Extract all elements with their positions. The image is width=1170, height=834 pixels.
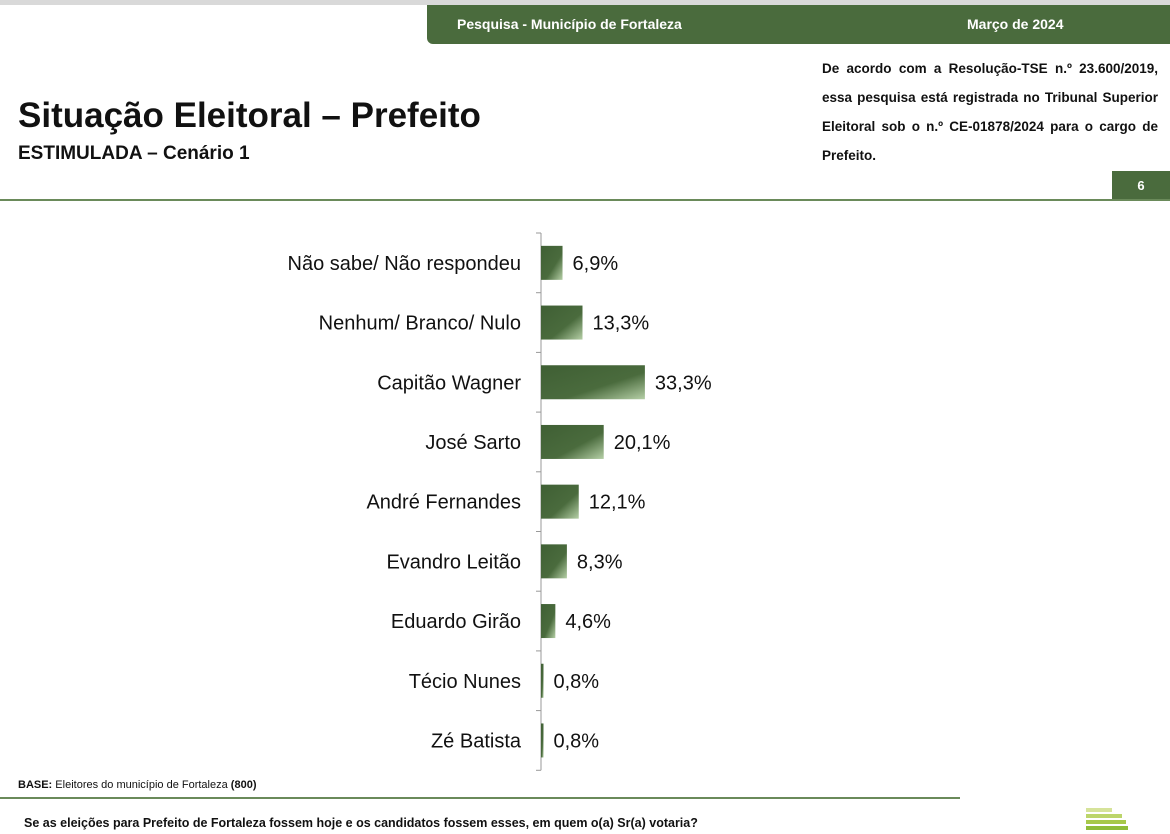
base-note: BASE: Eleitores do município de Fortalez… bbox=[18, 779, 256, 791]
footer-divider bbox=[0, 797, 960, 799]
survey-date: Março de 2024 bbox=[967, 16, 1064, 32]
data-label: 4,6% bbox=[565, 611, 611, 633]
registration-note: De acordo com a Resolução-TSE n.º 23.600… bbox=[822, 61, 1158, 163]
category-label: Não sabe/ Não respondeu bbox=[288, 253, 522, 275]
header-divider bbox=[0, 199, 1170, 201]
data-label: 8,3% bbox=[577, 551, 623, 573]
bar bbox=[541, 484, 579, 519]
data-label: 20,1% bbox=[614, 432, 671, 454]
data-label: 13,3% bbox=[592, 313, 649, 335]
bar bbox=[541, 245, 563, 280]
category-label: Capitão Wagner bbox=[377, 372, 521, 394]
bar bbox=[541, 604, 556, 639]
category-label: Evandro Leitão bbox=[386, 551, 521, 573]
bar bbox=[541, 723, 544, 758]
category-label: Técio Nunes bbox=[409, 671, 521, 693]
data-label: 12,1% bbox=[589, 492, 646, 514]
bar bbox=[541, 365, 645, 400]
page-subtitle: ESTIMULADA – Cenário 1 bbox=[18, 143, 250, 164]
header-banner: Pesquisa - Município de Fortaleza Março … bbox=[427, 5, 1170, 44]
category-label: André Fernandes bbox=[366, 492, 521, 514]
bar bbox=[541, 424, 604, 459]
top-shade bbox=[0, 0, 1170, 5]
survey-question: Se as eleições para Prefeito de Fortalez… bbox=[24, 816, 698, 830]
page-title: Situação Eleitoral – Prefeito bbox=[18, 96, 481, 135]
base-n: (800) bbox=[230, 779, 257, 791]
data-label: 6,9% bbox=[573, 253, 619, 275]
category-label: Eduardo Girão bbox=[391, 611, 521, 633]
category-label: Zé Batista bbox=[431, 730, 522, 752]
page-number: 6 bbox=[1112, 171, 1170, 200]
data-label: 0,8% bbox=[553, 671, 599, 693]
category-label: José Sarto bbox=[425, 432, 521, 454]
bar bbox=[541, 663, 544, 698]
bar bbox=[541, 305, 583, 340]
category-label: Nenhum/ Branco/ Nulo bbox=[319, 313, 521, 335]
base-text: Eleitores do município de Fortaleza bbox=[55, 779, 228, 791]
data-label: 33,3% bbox=[655, 372, 712, 394]
bar bbox=[541, 544, 567, 579]
base-label: BASE: bbox=[18, 779, 53, 791]
bar-chart: Não sabe/ Não respondeu 6,9% Nenhum/ Branc… bbox=[288, 232, 712, 771]
survey-name: Pesquisa - Município de Fortaleza bbox=[457, 16, 682, 32]
data-label: 0,8% bbox=[553, 730, 599, 752]
brand-logo bbox=[1086, 808, 1128, 832]
